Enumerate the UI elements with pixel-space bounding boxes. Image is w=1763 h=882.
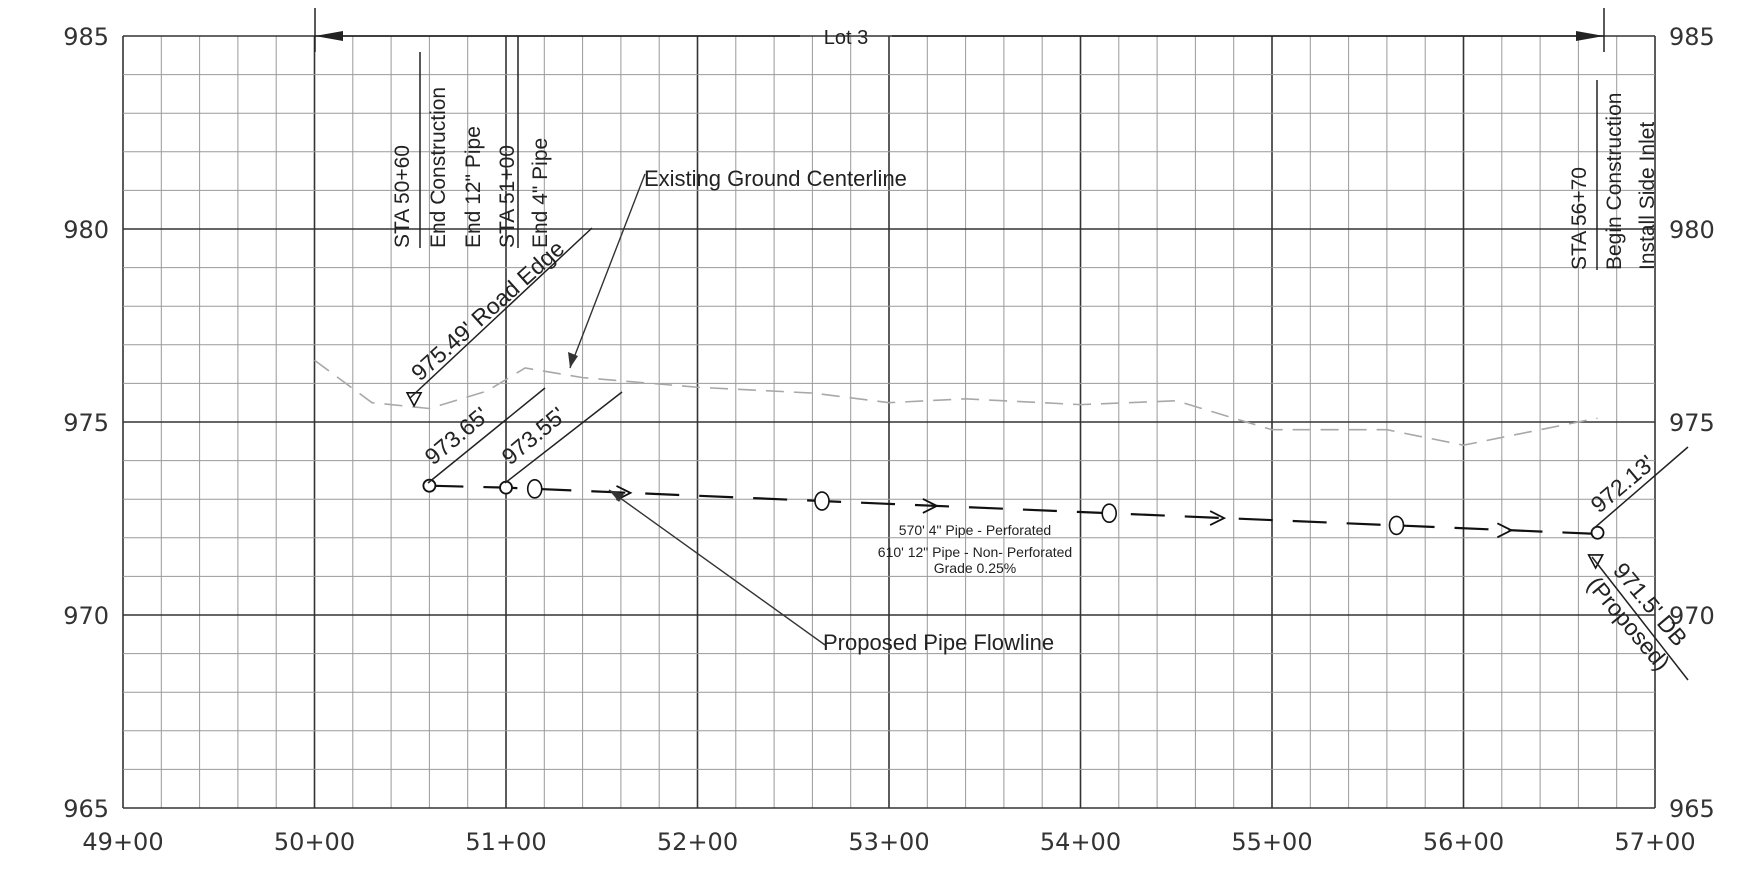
install-side-inlet-label: Install Side Inlet bbox=[1636, 122, 1659, 270]
x-tick-label: 55+00 bbox=[1231, 828, 1312, 856]
end-4-pipe-label: End 4" Pipe bbox=[529, 138, 552, 248]
x-tick-label: 56+00 bbox=[1423, 828, 1504, 856]
y-tick-label-left: 980 bbox=[63, 216, 109, 244]
pipe-symbol bbox=[814, 491, 830, 511]
begin-construction-label: Begin Construction bbox=[1603, 93, 1626, 270]
x-tick-label: 57+00 bbox=[1614, 828, 1695, 856]
station-leaders: STA 50+60 End Construction End 12" Pipe … bbox=[391, 36, 1659, 270]
y-tick-label-right: 965 bbox=[1669, 795, 1715, 823]
existing-ground-label: Existing Ground Centerline bbox=[644, 166, 907, 191]
flow-arrow bbox=[1209, 510, 1227, 526]
y-tick-label-left: 985 bbox=[63, 23, 109, 51]
sta-5670-label: STA 56+70 bbox=[1568, 167, 1591, 270]
pipe-note-3: Grade 0.25% bbox=[934, 560, 1017, 576]
chart-grid bbox=[122, 35, 1656, 809]
elevation-leaders bbox=[409, 227, 1689, 681]
x-tick-label: 49+00 bbox=[82, 828, 163, 856]
lot-label: Lot 3 bbox=[824, 27, 868, 49]
existing-ground-line bbox=[314, 359, 1598, 446]
y-tick-label-left: 965 bbox=[63, 795, 109, 823]
callouts: Existing Ground Centerline Proposed Pipe… bbox=[568, 166, 1072, 655]
flow-arrow bbox=[1496, 522, 1514, 539]
sta-5100-label: STA 51+00 bbox=[496, 145, 519, 248]
x-tick-label: 53+00 bbox=[848, 828, 929, 856]
pipe-symbol bbox=[1101, 503, 1118, 524]
y-tick-label-right: 970 bbox=[1669, 602, 1715, 630]
y-tick-label-right: 985 bbox=[1669, 23, 1715, 51]
lot-dimension: Lot 3 bbox=[314, 8, 1605, 52]
pipe-symbol bbox=[1388, 515, 1405, 536]
end-12-pipe-label: End 12" Pipe bbox=[462, 126, 485, 248]
road-edge-marker bbox=[405, 392, 423, 408]
y-tick-label-right: 975 bbox=[1669, 409, 1715, 437]
elevation-point bbox=[422, 478, 437, 493]
y-tick-label-left: 975 bbox=[63, 409, 109, 437]
y-tick-label-right: 980 bbox=[1669, 216, 1715, 244]
flow-arrow bbox=[922, 498, 939, 514]
x-tick-label: 50+00 bbox=[274, 828, 355, 856]
x-tick-label: 54+00 bbox=[1040, 828, 1121, 856]
x-tick-label: 51+00 bbox=[465, 828, 546, 856]
x-tick-label: 52+00 bbox=[657, 828, 738, 856]
elevation-label: 972.13' bbox=[1586, 450, 1660, 518]
elevation-label: 973.55' bbox=[497, 402, 571, 470]
proposed-flowline-label: Proposed Pipe Flowline bbox=[823, 630, 1054, 655]
pipe-note-2: 610' 12" Pipe - Non- Perforated bbox=[878, 544, 1072, 560]
pipe-symbol bbox=[526, 479, 543, 499]
axis-ticks: 49+00 50+00 51+00 52+00 53+00 54+00 55+00 56+00… bbox=[63, 23, 1715, 856]
elevation-point bbox=[1590, 525, 1605, 540]
sta-5060-label: STA 50+60 bbox=[391, 145, 414, 248]
end-construction-label: End Construction bbox=[427, 87, 450, 248]
y-tick-label-left: 970 bbox=[63, 602, 109, 630]
elevation-point bbox=[499, 480, 513, 495]
pipe-note-1: 570' 4" Pipe - Perforated bbox=[899, 522, 1051, 538]
